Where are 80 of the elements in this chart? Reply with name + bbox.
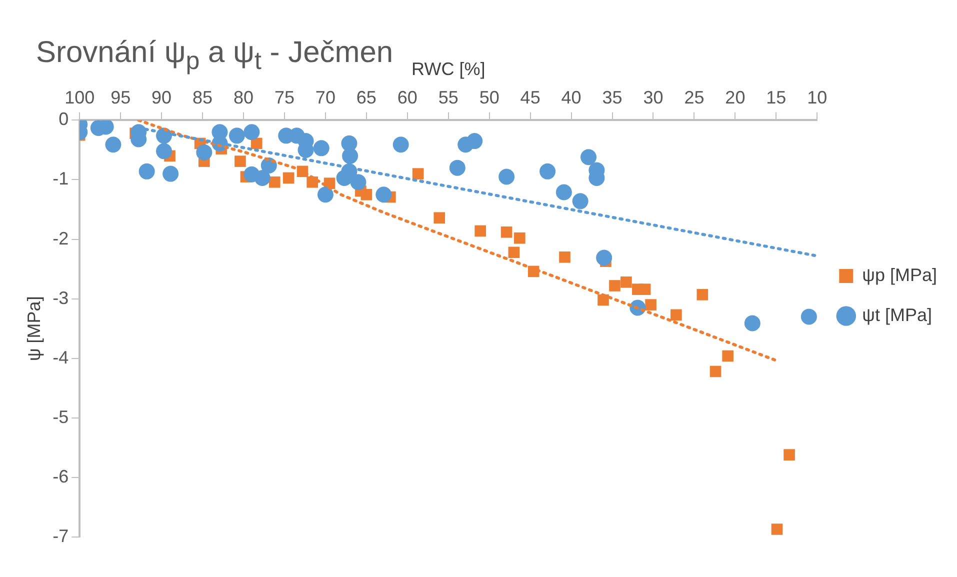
- point: [800, 308, 817, 325]
- x-tick-label: 40: [561, 87, 582, 108]
- x-tick-label: 60: [397, 87, 418, 108]
- x-tick-label: 25: [684, 87, 704, 108]
- x-tick-label: 70: [315, 87, 336, 108]
- point: [105, 136, 122, 153]
- point: [342, 148, 358, 164]
- point: [645, 299, 656, 310]
- point: [784, 449, 795, 460]
- point: [138, 163, 155, 180]
- point: [234, 156, 246, 167]
- x-tick-label: 90: [152, 87, 172, 108]
- point: [244, 124, 260, 140]
- point: [434, 212, 446, 224]
- point: [228, 128, 245, 144]
- point: [696, 289, 708, 300]
- point: [710, 366, 722, 378]
- x-tick-label: 35: [602, 87, 622, 108]
- point: [196, 144, 212, 160]
- y-tick-label: -3: [52, 288, 69, 308]
- x-tick-label: 10: [807, 87, 828, 108]
- y-tick-label: 0: [58, 109, 69, 130]
- point: [596, 250, 612, 266]
- point: [162, 166, 179, 182]
- point: [466, 133, 483, 150]
- y-tick-label: -5: [52, 406, 69, 427]
- x-tick-label: 100: [64, 87, 95, 108]
- y-tick-label: -2: [52, 228, 69, 248]
- point: [336, 170, 352, 186]
- x-tick-label: 95: [110, 87, 131, 108]
- point: [449, 160, 466, 176]
- point: [313, 140, 330, 156]
- point: [620, 276, 632, 288]
- point: [474, 225, 486, 237]
- x-tick-label: 85: [192, 87, 213, 108]
- chart-title: Srovnání ψ$_{p}$ a ψ$_{t}$ - Ječmen: [36, 36, 394, 76]
- point: [268, 176, 280, 188]
- point: [514, 232, 526, 244]
- point: [360, 188, 372, 200]
- point: [722, 350, 734, 362]
- point: [540, 163, 556, 180]
- point: [498, 168, 515, 185]
- x-tick-label: 20: [725, 87, 746, 108]
- point: [639, 284, 651, 295]
- x-tick-label: 30: [643, 87, 664, 108]
- point: [306, 176, 318, 188]
- x-tick-label: 75: [274, 87, 294, 108]
- point: [744, 315, 760, 332]
- point: [412, 168, 424, 180]
- x-tick-label: 45: [520, 87, 540, 108]
- y-tick-label: -7: [52, 526, 69, 546]
- y-tick-label: -6: [52, 466, 69, 486]
- point: [559, 251, 570, 263]
- x-tick-label: 15: [766, 87, 786, 108]
- point: [376, 186, 392, 203]
- point: [156, 143, 172, 160]
- point: [317, 186, 334, 203]
- x-tick-label: 50: [479, 87, 500, 108]
- point: [572, 193, 588, 210]
- line-series: [137, 120, 777, 362]
- point: [282, 172, 294, 184]
- point: [556, 184, 572, 200]
- point: [609, 280, 620, 292]
- point: [580, 149, 597, 166]
- x-tick-label: 55: [438, 87, 458, 108]
- point: [350, 174, 366, 190]
- point: [392, 136, 409, 153]
- y-tick-label: -4: [52, 347, 69, 368]
- x-tick-label: 65: [356, 87, 376, 108]
- point: [500, 226, 512, 238]
- x-axis-title: RWC [%]: [412, 58, 486, 79]
- point: [670, 309, 682, 321]
- point: [508, 246, 520, 258]
- x-tick-label: 80: [233, 87, 254, 108]
- point: [254, 170, 270, 186]
- y-tick-label: -1: [52, 168, 69, 189]
- legend-label: ψp [MPa]: [862, 264, 938, 285]
- point: [771, 524, 783, 535]
- legend-label: ψt [MPa]: [862, 304, 932, 325]
- y-axis-title: ψ [MPa]: [24, 296, 44, 362]
